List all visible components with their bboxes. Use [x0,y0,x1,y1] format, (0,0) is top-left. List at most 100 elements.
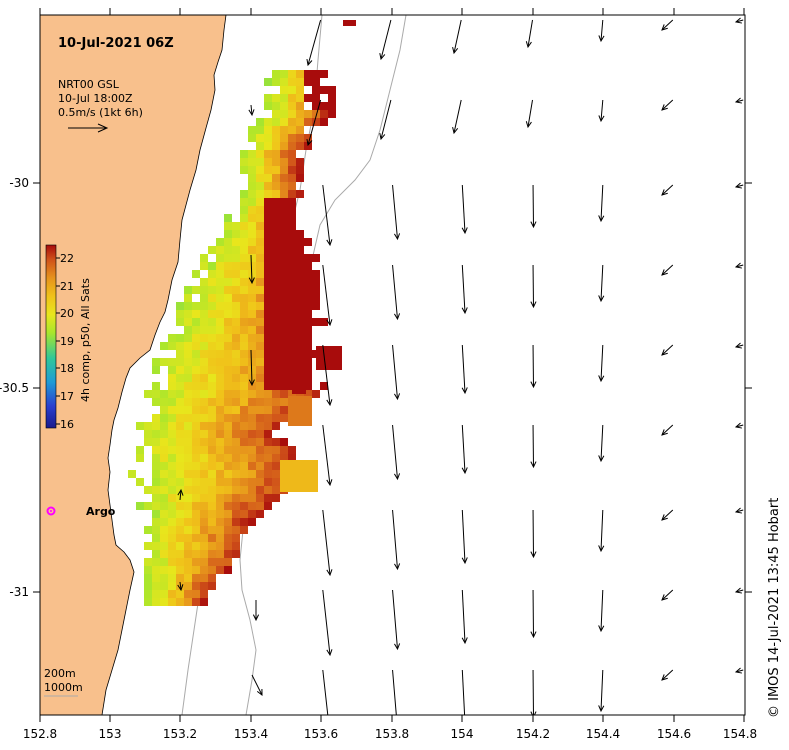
sst-pixel [240,254,248,262]
sst-pixel [264,286,272,294]
sst-pixel [168,550,176,558]
sst-pixel [224,278,232,286]
sst-pixel [280,182,288,190]
sst-pixel [280,206,288,214]
sst-pixel [256,278,264,286]
sst-pixel [224,566,232,574]
sst-pixel [176,590,184,598]
sst-pixel [240,270,248,278]
sst-pixel [264,366,272,374]
sst-pixel [192,286,200,294]
sst-pixel [176,510,184,518]
current-vector [661,184,674,196]
sst-pixel [264,262,272,270]
sst-pixel [248,166,256,174]
sst-pixel [224,358,232,366]
sst-pixel [192,406,200,414]
sst-pixel [248,222,256,230]
sst-pixel [264,486,272,494]
current-vector [530,264,537,309]
sst-pixel [176,534,184,542]
sst-pixel [184,478,192,486]
sst-pixel [288,310,296,318]
sst-pixel [288,270,296,278]
sst-pixel [272,310,280,318]
sst-pixel [320,318,328,326]
sst-pixel [184,326,192,334]
sst-pixel [232,382,240,390]
sst-pixel [184,534,192,542]
sst-pixel [280,342,288,350]
sst-pixel [248,478,256,486]
sst-pixel [256,166,264,174]
sst-pixel [248,454,256,462]
sst-pixel [184,294,192,302]
current-vector [530,669,537,715]
sst-pixel [152,470,160,478]
sst-pixel [208,526,216,534]
sst-pixel [184,350,192,358]
sst-pixel [208,438,216,446]
sst-pixel [312,318,320,326]
sst-pixel [296,326,304,334]
current-vector [392,589,401,651]
current-vector [461,184,468,235]
colorbar-tick: 19 [60,335,74,348]
sst-pixel [256,238,264,246]
sst-pixel [256,174,264,182]
sst-pixel [312,270,320,278]
sst-pixel [144,598,152,606]
sst-pixel [216,454,224,462]
sst-pixel [192,358,200,366]
sst-pixel [168,534,176,542]
x-axis: 152.8 153 153.2 153.4 153.6 153.8 154 15… [23,8,757,741]
argo-label: Argo [86,505,116,518]
sst-pixel [296,262,304,270]
sst-pixel [288,278,296,286]
sst-pixel [232,390,240,398]
sst-pixel [312,278,320,286]
sst-pixel [272,126,280,134]
sst-pixel [208,358,216,366]
sst-pixel [208,582,216,590]
sst-pixel [256,302,264,310]
current-vector [322,589,333,657]
sst-pixel [176,486,184,494]
sst-pixel [272,262,280,270]
sst-pixel [176,462,184,470]
sst-pixel [240,238,248,246]
sst-pixel [304,318,312,326]
sst-pixel [128,470,136,478]
sst-pixel [264,334,272,342]
sst-pixel [208,318,216,326]
sst-pixel [240,222,248,230]
sst-pixel [288,230,296,238]
sst-pixel [272,182,280,190]
sst-pixel [184,430,192,438]
sst-pixel [184,422,192,430]
sst-pixel [232,318,240,326]
sst-pixel [272,230,280,238]
sst-pixel [280,230,288,238]
colorbar-tick: 17 [60,390,74,403]
sst-pixel [152,398,160,406]
sst-pixel [296,110,304,118]
sst-pixel [272,102,280,110]
sst-pixel [200,294,208,302]
isobath-label-1000m: 1000m [44,681,83,694]
sst-pixel [288,254,296,262]
sst-pixel [248,174,256,182]
sst-pixel [288,86,296,94]
sst-pixel [168,478,176,486]
sst-pixel [240,502,248,510]
sst-pixel [224,502,232,510]
sst-pixel [264,206,272,214]
sst-pixel [192,462,200,470]
sst-pixel [280,142,288,150]
sst-pixel [248,486,256,494]
sst-pixel [288,174,296,182]
sst-pixel [272,350,280,358]
sst-pixel [240,510,248,518]
sst-pixel [272,150,280,158]
sst-pixel [168,470,176,478]
